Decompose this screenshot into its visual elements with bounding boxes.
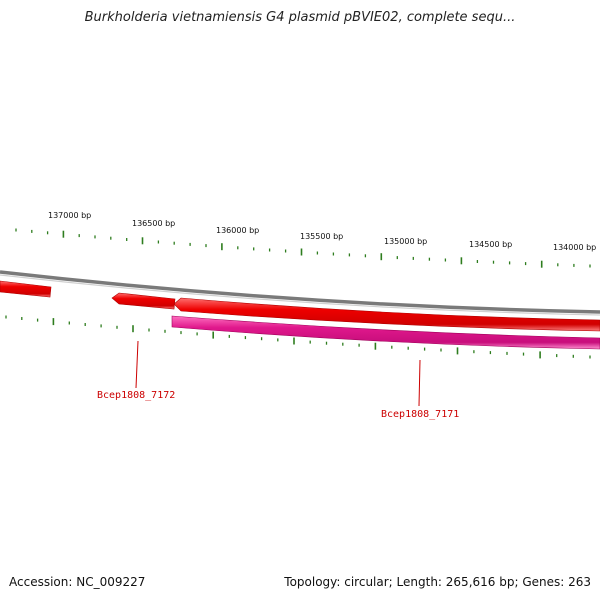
- tick-label-135000: 135000 bp: [384, 237, 427, 246]
- inner-tick-rail: [5, 315, 591, 359]
- sequence-backbone-highlight: [0, 274, 600, 316]
- tick-label-134000: 134000 bp: [553, 243, 596, 252]
- tick-label-137000: 137000 bp: [48, 211, 91, 220]
- gene-label-bcep1808-7172[interactable]: Bcep1808_7172: [97, 390, 175, 401]
- tick-label-135500: 135500 bp: [300, 232, 343, 241]
- map-title: Burkholderia vietnamiensis G4 plasmid pB…: [84, 10, 516, 25]
- tick-label-136500: 136500 bp: [132, 219, 175, 228]
- gene-arrow-bcep1808-7171[interactable]: [171, 315, 600, 350]
- gene-fragment-left[interactable]: [0, 280, 52, 298]
- tick-label-136000: 136000 bp: [216, 226, 259, 235]
- gene-arrow-bcep1808-7172[interactable]: [111, 292, 176, 310]
- gene-label-leader-7171: [418, 359, 421, 407]
- tick-label-134500: 134500 bp: [469, 240, 512, 249]
- outer-tick-rail: [15, 228, 591, 268]
- sequence-backbone: [0, 270, 600, 314]
- footer-accession: Accession: NC_009227: [9, 575, 146, 589]
- gene-label-leader-7172: [135, 340, 139, 389]
- footer-stats: Topology: circular; Length: 265,616 bp; …: [284, 575, 591, 589]
- gene-label-bcep1808-7171[interactable]: Bcep1808_7171: [381, 409, 459, 420]
